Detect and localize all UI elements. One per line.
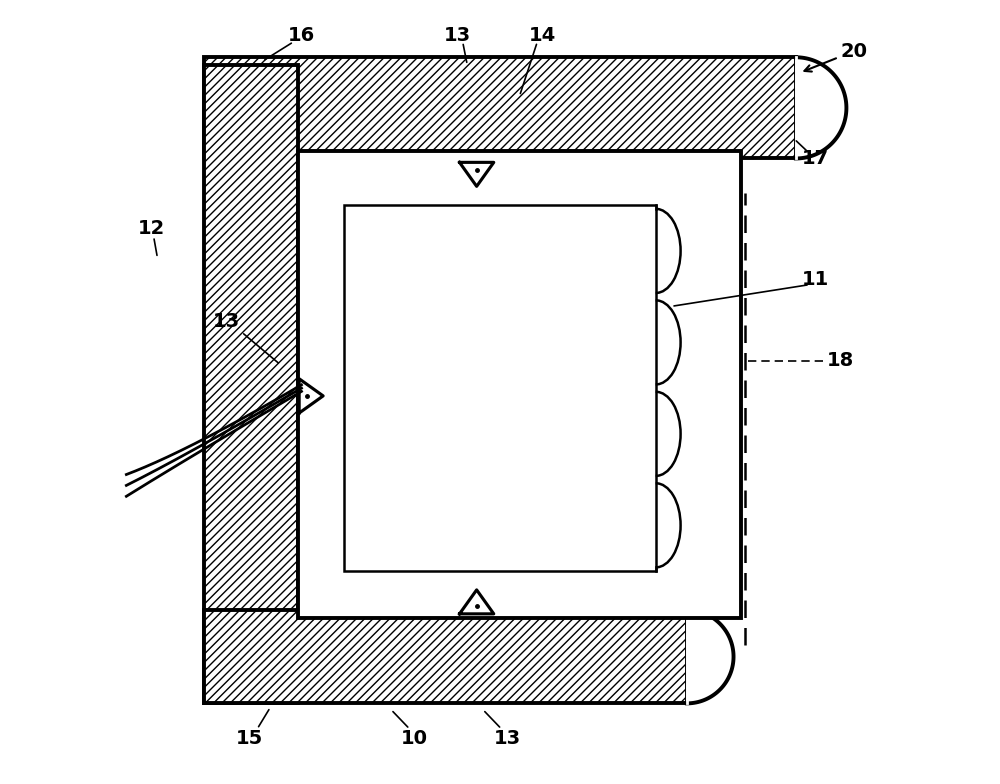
Text: 12: 12 [138, 219, 165, 238]
Text: 13: 13 [212, 313, 240, 332]
Polygon shape [796, 57, 846, 158]
Bar [204, 610, 687, 703]
Text: 13: 13 [444, 26, 471, 45]
Text: 18: 18 [827, 351, 854, 370]
Text: 16: 16 [288, 26, 315, 45]
Polygon shape [460, 590, 494, 614]
Polygon shape [687, 610, 734, 703]
Text: 10: 10 [401, 729, 428, 748]
Bar [344, 205, 656, 571]
Text: 11: 11 [802, 270, 829, 289]
Text: 15: 15 [236, 729, 263, 748]
Bar [204, 65, 298, 703]
Text: 17: 17 [802, 149, 829, 168]
Polygon shape [460, 162, 494, 187]
Text: 13: 13 [494, 729, 521, 748]
Bar [298, 151, 741, 618]
Bar [204, 57, 796, 158]
Text: 20: 20 [841, 42, 868, 60]
Polygon shape [299, 379, 323, 413]
Text: 14: 14 [529, 26, 556, 45]
